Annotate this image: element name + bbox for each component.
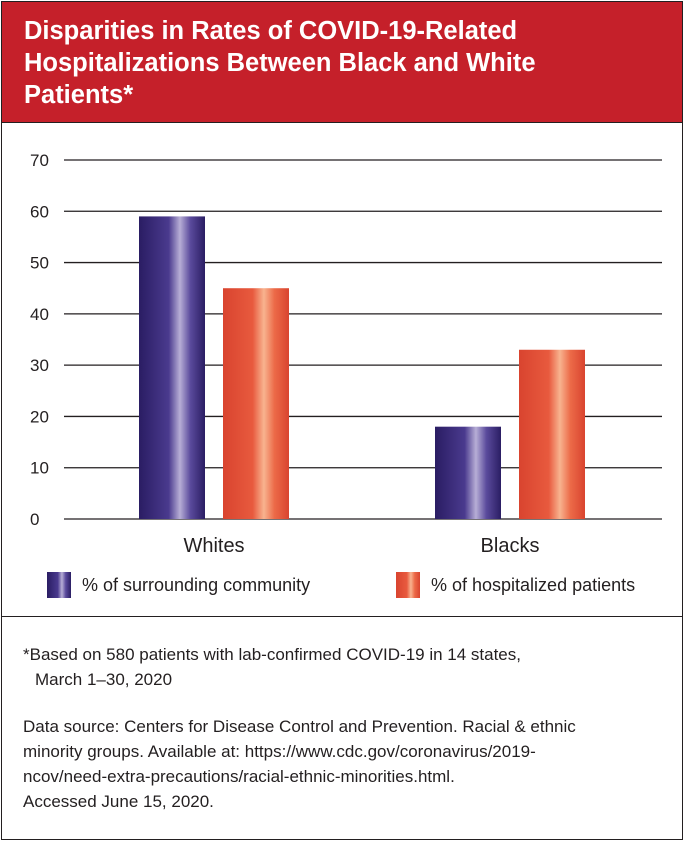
bar-blacks-series-2 — [519, 349, 585, 519]
legend: % of surrounding community % of hospitali… — [47, 572, 635, 598]
bar-whites-series-1 — [139, 216, 205, 519]
y-tick-label: 60 — [30, 202, 49, 221]
y-tick-label: 50 — [30, 254, 49, 273]
footnote: *Based on 580 patients with lab-confirme… — [23, 642, 663, 692]
notes: *Based on 580 patients with lab-confirme… — [23, 642, 663, 814]
source-line: Accessed June 15, 2020. — [23, 792, 214, 811]
y-tick-label: 0 — [30, 510, 39, 529]
y-tick-label: 70 — [30, 151, 49, 170]
legend-label: % of surrounding community — [82, 575, 310, 595]
x-category-label: Blacks — [481, 535, 540, 557]
y-tick-label: 30 — [30, 356, 49, 375]
legend-label: % of hospitalized patients — [431, 575, 635, 595]
footnote-line: *Based on 580 patients with lab-confirme… — [23, 645, 521, 664]
y-tick-label: 40 — [30, 305, 49, 324]
chart-area: 0 10 20 30 40 50 60 70 Whites Blacks % of surroun… — [2, 123, 682, 617]
source-line: minority groups. Available at: https://w… — [23, 742, 536, 761]
bars — [139, 216, 585, 519]
footnote-line: March 1–30, 2020 — [35, 670, 173, 689]
legend-swatch — [47, 572, 71, 598]
bar-chart: 0 10 20 30 40 50 60 70 Whites Blacks % of surroun… — [30, 151, 662, 598]
chart-title: Disparities in Rates of COVID-19-Related… — [24, 17, 536, 109]
source-line: Data source: Centers for Disease Control… — [23, 717, 576, 736]
data-source: Data source: Centers for Disease Control… — [23, 714, 663, 814]
section-divider — [2, 616, 682, 617]
x-category-label: Whites — [183, 535, 244, 557]
bar-whites-series-2 — [223, 288, 289, 519]
bar-blacks-series-1 — [435, 426, 501, 519]
legend-swatch — [396, 572, 420, 598]
axis-labels: 0 10 20 30 40 50 60 70 Whites Blacks — [30, 151, 539, 557]
source-line: ncov/need-extra-precautions/racial-ethni… — [23, 767, 455, 786]
y-tick-label: 10 — [30, 459, 49, 478]
y-tick-label: 20 — [30, 407, 49, 426]
title-banner: Disparities in Rates of COVID-19-Related… — [2, 2, 682, 123]
